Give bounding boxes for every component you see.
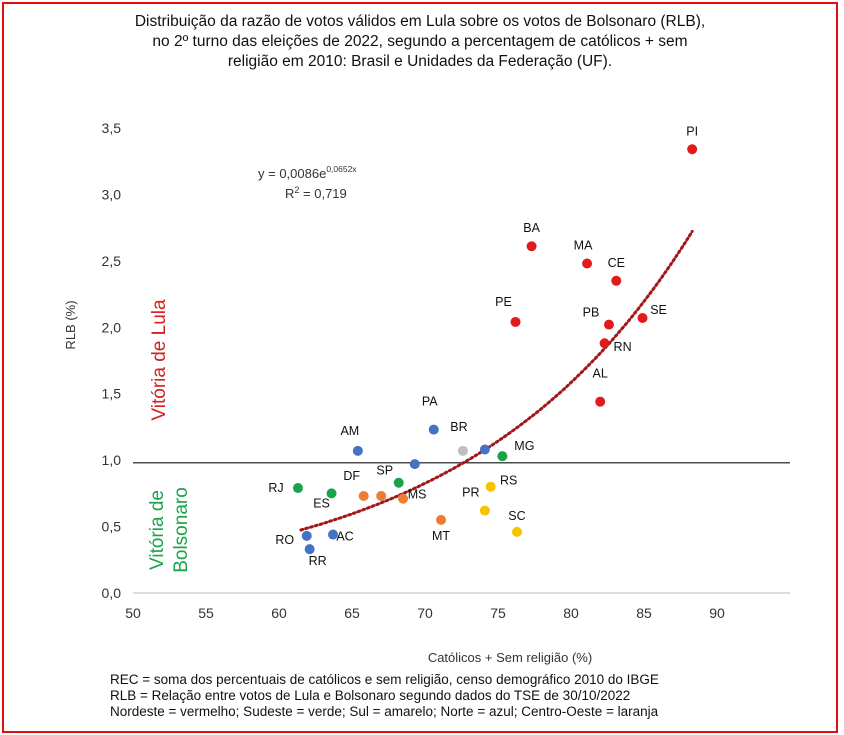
title-line-2: no 2º turno das eleições de 2022, segund… (152, 33, 688, 50)
data-point-rs (485, 481, 496, 492)
x-tick-label: 90 (709, 605, 725, 621)
x-axis-label: Católicos + Sem religião (%) (428, 650, 592, 665)
y-tick-label: 2,0 (102, 319, 122, 335)
data-point-mg (497, 451, 508, 462)
x-tick-label: 80 (563, 605, 579, 621)
title-line-1: Distribuição da razão de votos válidos e… (134, 13, 706, 30)
data-point (376, 491, 387, 502)
point-label-rr: RR (309, 554, 327, 568)
point-label-se: SE (650, 303, 667, 317)
x-tick-label: 50 (125, 605, 141, 621)
point-label-rj: RJ (268, 481, 283, 495)
data-point-ac (328, 529, 339, 540)
data-point-br (457, 445, 468, 456)
y-tick-label: 0,0 (102, 585, 122, 601)
trend-r-squared: R2 = 0,719 (285, 185, 347, 201)
point-label-rs: RS (500, 474, 517, 488)
data-point-df (358, 491, 369, 502)
x-tick-label: 75 (490, 605, 506, 621)
data-point-pr (479, 505, 490, 516)
data-point-am (352, 445, 363, 456)
point-label-mg: MG (514, 439, 534, 453)
point-label-al: AL (593, 367, 608, 381)
data-point-pa (428, 424, 439, 435)
data-point-ce (611, 275, 622, 286)
point-label-mt: MT (432, 529, 450, 543)
point-label-df: DF (343, 469, 360, 483)
point-label-rn: RN (614, 340, 632, 354)
point-label-ma: MA (574, 239, 593, 253)
data-point-es (326, 488, 337, 499)
data-point-sc (511, 526, 522, 537)
data-point-mt (436, 514, 447, 525)
data-point-rj (292, 483, 303, 494)
axes-group: 50 55 60 65 70 75 80 85 90 0,0 0,5 1,0 1,5 2,0 2,5 3,0 3… (102, 120, 790, 621)
footnotes: REC = soma dos percentuais de católicos … (110, 672, 810, 720)
data-point (409, 459, 420, 470)
point-label-pa: PA (422, 395, 438, 409)
x-tick-label: 65 (344, 605, 360, 621)
data-point-pb (603, 319, 614, 330)
point-label-es: ES (313, 496, 330, 510)
y-tick-label: 0,5 (102, 519, 122, 535)
y-tick-label: 1,0 (102, 452, 122, 468)
chart-title: Distribuição da razão de votos válidos e… (40, 12, 800, 72)
y-tick-label: 1,5 (102, 386, 122, 402)
y-tick-label: 3,0 (102, 186, 122, 202)
y-axis-label: RLB (%) (63, 300, 78, 349)
data-point-ba (526, 241, 537, 252)
bolsonaro-region-label-line2: Bolsonaro (171, 487, 192, 573)
data-point (479, 444, 490, 455)
point-label-pi: PI (686, 124, 698, 138)
data-point-pe (510, 316, 521, 327)
point-label-sc: SC (508, 509, 525, 523)
point-label-am: AM (340, 424, 359, 438)
data-point-rn (599, 338, 610, 349)
points-group (292, 144, 698, 555)
x-tick-label: 85 (636, 605, 652, 621)
data-point-ms (398, 493, 409, 504)
point-label-pr: PR (462, 486, 479, 500)
point-label-ro: RO (275, 533, 294, 547)
lula-region-label: Vitória de Lula (149, 299, 170, 421)
point-label-pe: PE (495, 295, 512, 309)
point-label-ms: MS (408, 488, 427, 502)
data-point-rr (304, 544, 315, 555)
footnote-rec: REC = soma dos percentuais de católicos … (110, 672, 659, 687)
point-label-ba: BA (523, 221, 540, 235)
point-labels-group: PI BA MA CE PE PB SE RN AL PA AM BR MG SP RJ ES DF MS RS PR… (268, 124, 698, 568)
footnote-colors: Nordeste = vermelho; Sudeste = verde; Su… (110, 704, 659, 719)
data-point-pi (687, 144, 698, 155)
data-point-sp (393, 477, 404, 488)
point-label-pb: PB (583, 306, 600, 320)
title-line-3: religião em 2010: Brasil e Unidades da F… (227, 53, 613, 70)
x-tick-label: 60 (271, 605, 287, 621)
footnote-rlb: RLB = Relação entre votos de Lula e Bols… (110, 688, 631, 703)
trendline-group (299, 229, 694, 532)
point-label-br: BR (450, 420, 467, 434)
trendline (299, 229, 694, 532)
data-point-al (595, 396, 606, 407)
y-tick-label: 2,5 (102, 253, 122, 269)
data-point-ma (582, 258, 593, 269)
data-point-se (637, 312, 648, 323)
point-label-sp: SP (376, 464, 393, 478)
y-tick-label: 3,5 (102, 120, 122, 136)
trend-equation: y = 0,0086e0,0652x (258, 164, 357, 181)
data-point-ro (301, 530, 312, 541)
x-tick-label: 55 (198, 605, 214, 621)
bolsonaro-region-label-line1: Vitória de (147, 490, 168, 570)
point-label-ce: CE (608, 256, 625, 270)
x-tick-label: 70 (417, 605, 433, 621)
point-label-ac: AC (336, 530, 353, 544)
